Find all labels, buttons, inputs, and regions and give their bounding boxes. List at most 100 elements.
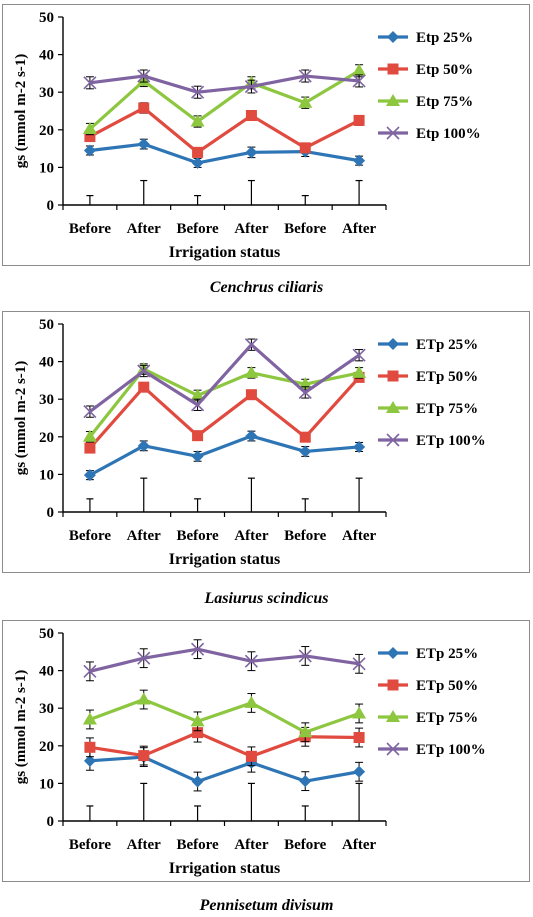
chart-panel-lasiurus: 0 10 20 30 40 50 Before After Before After Before A… — [2, 311, 530, 573]
data-point — [244, 79, 258, 94]
x-tick-label: After — [342, 528, 376, 544]
data-point — [192, 146, 204, 158]
series-2 — [84, 371, 365, 454]
legend-label: ETp 75% — [416, 710, 478, 726]
data-point — [245, 750, 257, 762]
data-point — [137, 364, 151, 378]
marker-stroke — [137, 651, 151, 665]
x-tick-label: After — [127, 837, 161, 853]
data-point — [244, 338, 258, 352]
data-point — [245, 430, 258, 443]
chart-panel-pennisetum: 0 10 20 30 40 50 Before After Before After Before A… — [2, 620, 530, 882]
legend-marker — [386, 94, 400, 106]
data-point — [190, 388, 205, 401]
legend-label: ETp 25% — [416, 646, 478, 662]
legend-label: ETp 100% — [416, 433, 486, 449]
y-tick-label: 40 — [39, 48, 54, 64]
series-4 — [83, 69, 366, 99]
legend-item: ETp 25% — [378, 337, 478, 353]
data-point — [244, 695, 259, 708]
legend-label: Etp 25% — [416, 30, 473, 46]
x-tick-label: Before — [69, 837, 112, 853]
legend-item: ETp 50% — [378, 678, 478, 694]
x-tick-label: After — [234, 528, 268, 544]
marker-stroke — [83, 76, 97, 90]
series-4 — [83, 338, 366, 419]
data-point — [191, 398, 205, 412]
series-line — [88, 343, 360, 413]
y-tick-label: 50 — [39, 10, 54, 26]
y-tick-label: 0 — [47, 198, 55, 214]
legend-label: Etp 50% — [416, 62, 473, 78]
series-line — [89, 106, 360, 154]
legend-marker — [386, 126, 400, 140]
legend-label: ETp 50% — [416, 369, 478, 385]
y-tick-label: 30 — [39, 701, 54, 717]
y-axis-title: gs (mmol m-2 s-1) — [13, 670, 29, 785]
legend-marker — [387, 647, 399, 659]
y-tick-label: 10 — [39, 467, 54, 483]
x-tick-label: Before — [284, 528, 327, 544]
data-point — [191, 450, 204, 463]
data-point — [299, 431, 311, 443]
data-point — [138, 750, 150, 762]
data-point — [84, 131, 96, 143]
legend-item: Etp 25% — [378, 30, 473, 46]
y-tick-label: 10 — [39, 160, 54, 176]
legend-item: Etp 75% — [378, 94, 473, 110]
data-point — [83, 754, 96, 767]
marker-stroke — [137, 364, 151, 378]
marker-stroke — [352, 348, 366, 362]
data-point — [83, 664, 97, 678]
series-line — [89, 755, 360, 784]
data-point — [137, 439, 150, 452]
legend-label: Etp 75% — [416, 94, 473, 110]
series-line — [88, 367, 360, 438]
data-point — [191, 85, 205, 99]
data-point — [83, 405, 97, 419]
marker-stroke — [298, 649, 312, 663]
data-point — [352, 365, 367, 378]
chart-panel-cenchrus: 0 10 20 30 40 50 Before After Before After Before A… — [2, 4, 530, 266]
x-axis-title: Irrigation status — [169, 860, 281, 877]
y-axis-title: gs (mmol m-2 s-1) — [13, 361, 29, 476]
legend-marker — [386, 710, 400, 722]
line-chart-lasiurus: 0 10 20 30 40 50 Before After Before After Before A… — [13, 317, 486, 568]
data-point — [245, 389, 257, 401]
legend-item: ETp 100% — [378, 742, 486, 758]
data-point — [299, 775, 312, 788]
y-tick-label: 0 — [47, 814, 55, 830]
data-point — [82, 712, 97, 725]
legend-label: ETp 75% — [416, 401, 478, 417]
marker-stroke — [244, 338, 258, 352]
marker-stroke — [244, 79, 258, 94]
x-tick-label: After — [342, 837, 376, 853]
y-tick-label: 20 — [39, 123, 54, 139]
series-1 — [83, 138, 366, 169]
marker-stroke — [83, 405, 97, 419]
marker-stroke — [191, 85, 205, 99]
data-point — [190, 114, 205, 127]
legend-marker — [386, 433, 400, 447]
data-point — [137, 138, 150, 151]
series-line — [89, 697, 360, 734]
marker-stroke — [386, 742, 400, 756]
y-tick-label: 30 — [39, 392, 54, 408]
legend: ETp 25% ETp 50% ETp 75% ETp 100% — [378, 337, 486, 449]
y-tick-label: 20 — [39, 739, 54, 755]
legend-marker — [387, 679, 399, 691]
data-point — [82, 122, 97, 135]
y-axis-title: gs (mmol m-2 s-1) — [13, 54, 29, 169]
legend-label: ETp 25% — [416, 337, 478, 353]
data-point — [82, 429, 97, 442]
legend-item: ETp 100% — [378, 433, 486, 449]
data-point — [245, 110, 257, 122]
x-tick-label: Before — [284, 221, 327, 237]
series-1 — [83, 430, 366, 482]
series-3 — [82, 689, 367, 743]
x-tick-label: After — [234, 221, 268, 237]
data-point — [192, 727, 204, 739]
line-chart-pennisetum: 0 10 20 30 40 50 Before After Before After Before A… — [13, 626, 486, 877]
data-point — [191, 642, 205, 656]
data-point — [136, 692, 151, 705]
